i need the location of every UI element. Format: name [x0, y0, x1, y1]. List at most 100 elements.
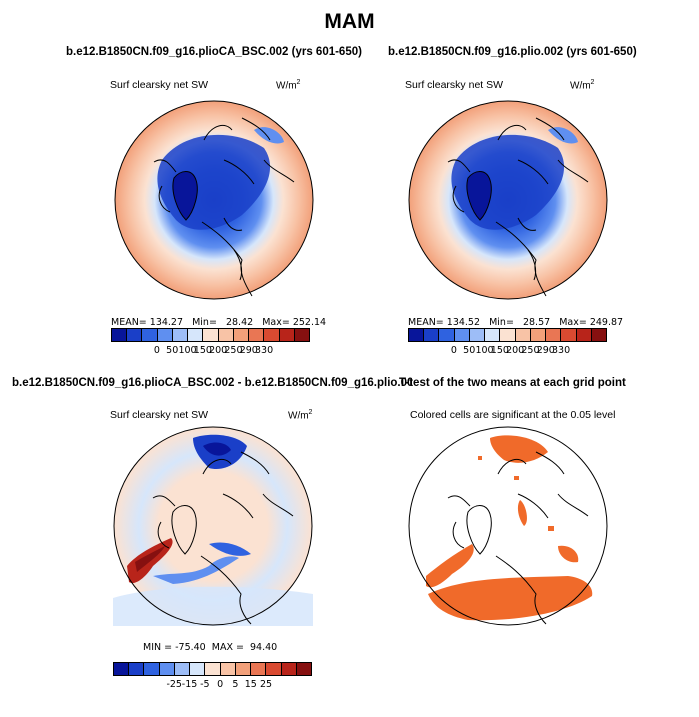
panel-2-colorbar-tick-label: 250 — [521, 345, 540, 356]
panel-1-coastlines — [153, 117, 295, 297]
panel-1-colorbar-swatch-10 — [264, 329, 280, 341]
panel-2-units: W/m2 — [570, 79, 595, 92]
panel-4-subtitle: Colored cells are significant at the 0.0… — [410, 409, 616, 421]
panel-2-colorbar-swatch-9 — [546, 329, 562, 341]
panel-3-title: b.e12.B1850CN.f09_g16.plioCA_BSC.002 - b… — [12, 377, 412, 389]
panel-2-colorbar-swatch-5 — [485, 329, 501, 341]
panel-1-colorbar-swatch-5 — [188, 329, 204, 341]
panel-2-colorbar-tick-label: 0 — [450, 345, 457, 356]
panel-1-colorbar-tick-label: 50 — [166, 345, 179, 356]
panel-3-colorbar-swatch-5 — [190, 663, 206, 675]
panel-3-colorbar-swatch-10 — [266, 663, 282, 675]
panel-4-field — [409, 427, 607, 625]
panel-3-coastlines — [152, 451, 294, 625]
panel-3-negative-arc — [209, 542, 251, 556]
panel-3-subtitle: Surf clearsky net SW — [110, 409, 209, 421]
panel-3-colorbar-tick-label: 25 — [260, 679, 273, 690]
panel-1-colorbar-tick-label: 200 — [209, 345, 228, 356]
panel-2-colorbar-swatch-4 — [469, 329, 486, 341]
panel-3-colorbar-tick-label: 5 — [232, 679, 239, 690]
panel-2-colorbar-swatch-7 — [515, 329, 531, 341]
panel-3-colorbar-swatch-12 — [296, 663, 312, 675]
panel-3-colorbar-labels: -25 -15 -5 0 5 15 25 — [113, 679, 312, 691]
panel-1-map-border — [114, 100, 314, 300]
panel-1-colorbar-swatch-3 — [157, 329, 173, 341]
panel-1-colorbar-swatch-12 — [294, 329, 310, 341]
panel-1-colorbar-tick-label: 330 — [254, 345, 274, 356]
panel-3-colorbar-tick-label: -5 — [200, 679, 210, 690]
panel-1-colorbar-swatch-1 — [127, 329, 143, 341]
panel-2-colorbar-swatch-11 — [576, 329, 592, 341]
panel-1-units: W/m2 — [276, 79, 301, 92]
panel-1-subtitle: Surf clearsky net SW — [110, 79, 209, 91]
figure-title: MAM — [324, 10, 375, 33]
panel-2-colorbar-swatch-1 — [424, 329, 440, 341]
panel-3-colorbar-swatch-11 — [281, 663, 297, 675]
panel-1-colorbar-swatch-11 — [279, 329, 295, 341]
panel-4-map-border — [408, 426, 608, 626]
panel-2-map-border — [408, 100, 608, 300]
panel-4-significant-cells — [426, 435, 593, 621]
panel-2-colorbar-swatch-0 — [409, 329, 425, 341]
panel-2-subtitle: Surf clearsky net SW — [405, 79, 504, 91]
panel-2-colorbar-tick-label: 150 — [490, 345, 509, 356]
panel-2-greenland-min — [466, 171, 492, 220]
panel-2-colorbar-swatch-10 — [561, 329, 577, 341]
panel-1-colorbar-tick-label: 150 — [193, 345, 212, 356]
panel-1-stats: MEAN= 134.27 Min= 28.42 Max= 252.14 — [111, 317, 327, 328]
panel-1-colorbar-swatch-9 — [249, 329, 265, 341]
panel-2-colorbar-swatch-6 — [500, 329, 516, 341]
panel-2-colorbar-swatch-8 — [530, 329, 547, 341]
panel-2-colorbar-tick-label: 290 — [536, 345, 555, 356]
panel-3-colorbar-swatch-0 — [114, 663, 130, 675]
panel-2-stats: MEAN= 134.52 Min= 28.57 Max= 249.87 — [408, 317, 624, 328]
panel-3-colorbar-tick-label: -25 — [166, 679, 182, 690]
panel-3-colorbar-swatch-2 — [144, 663, 160, 675]
panel-1-colorbar-swatch-7 — [218, 329, 234, 341]
panel-3-colorbar-tick-label: -15 — [181, 679, 198, 690]
panel-3-colorbar-swatch-8 — [235, 663, 252, 675]
panel-3-colorbar-swatch-3 — [159, 663, 175, 675]
panel-2-colorbar-tick-label: 100 — [475, 345, 494, 356]
panel-1-colorbar-swatch-0 — [112, 329, 128, 341]
panel-2-colorbar-swatch-12 — [591, 329, 607, 341]
panel-2-colorbar-tick-label: 200 — [506, 345, 525, 356]
panel-2-title: b.e12.B1850CN.f09_g16.plio.002 (yrs 601-… — [388, 46, 637, 58]
panel-1-greenland-min — [172, 171, 198, 220]
panel-1-colorbar-swatch-4 — [172, 329, 189, 341]
panel-1-colorbar-swatch-8 — [233, 329, 250, 341]
panel-1-map — [114, 100, 314, 300]
panel-3-units: W/m2 — [288, 409, 313, 422]
panel-4-coastlines — [447, 451, 589, 625]
panel-3-colorbar-tick-label: 0 — [217, 679, 224, 690]
panel-3-lower-band — [113, 586, 313, 626]
panel-1-colorbar-tick-label: 290 — [239, 345, 258, 356]
panel-3-colorbar-swatch-9 — [251, 663, 267, 675]
panel-4-title: T-test of the two means at each grid poi… — [399, 377, 626, 389]
panel-3-map — [113, 426, 313, 626]
panel-1-colorbar-tick-label: 0 — [153, 345, 160, 356]
panel-3-colorbar — [113, 662, 312, 676]
panel-3-strong-positive-cell — [135, 546, 165, 572]
panel-2-scandinavia-low — [548, 127, 578, 144]
panel-3-map-border — [113, 426, 313, 626]
panel-1-colorbar — [111, 328, 310, 342]
panel-2-colorbar-labels: 0 50 100 150 200 250 290 330 — [408, 345, 607, 357]
panel-2-colorbar-tick-label: 330 — [551, 345, 571, 356]
panel-3-negative-band — [153, 556, 239, 584]
panel-2-coastlines — [447, 117, 589, 297]
panel-1-colorbar-swatch-6 — [203, 329, 219, 341]
panel-2-colorbar-swatch-2 — [439, 329, 455, 341]
panel-3-colorbar-swatch-6 — [205, 663, 221, 675]
panel-3-stats: MIN = -75.40 MAX = 94.40 — [143, 642, 278, 653]
panel-1-colorbar-tick-label: 250 — [224, 345, 243, 356]
panel-2-map — [408, 100, 608, 300]
panel-3-colorbar-tick-label: 15 — [244, 679, 257, 690]
panel-3-colorbar-swatch-1 — [129, 663, 145, 675]
panel-2-colorbar-swatch-3 — [454, 329, 470, 341]
panel-3-strong-negative-cell — [203, 442, 231, 456]
panel-1-colorbar-tick-label: 100 — [178, 345, 197, 356]
panel-2-colorbar — [408, 328, 607, 342]
panel-1-title: b.e12.B1850CN.f09_g16.plioCA_BSC.002 (yr… — [66, 46, 362, 58]
panel-4-map — [408, 426, 608, 626]
